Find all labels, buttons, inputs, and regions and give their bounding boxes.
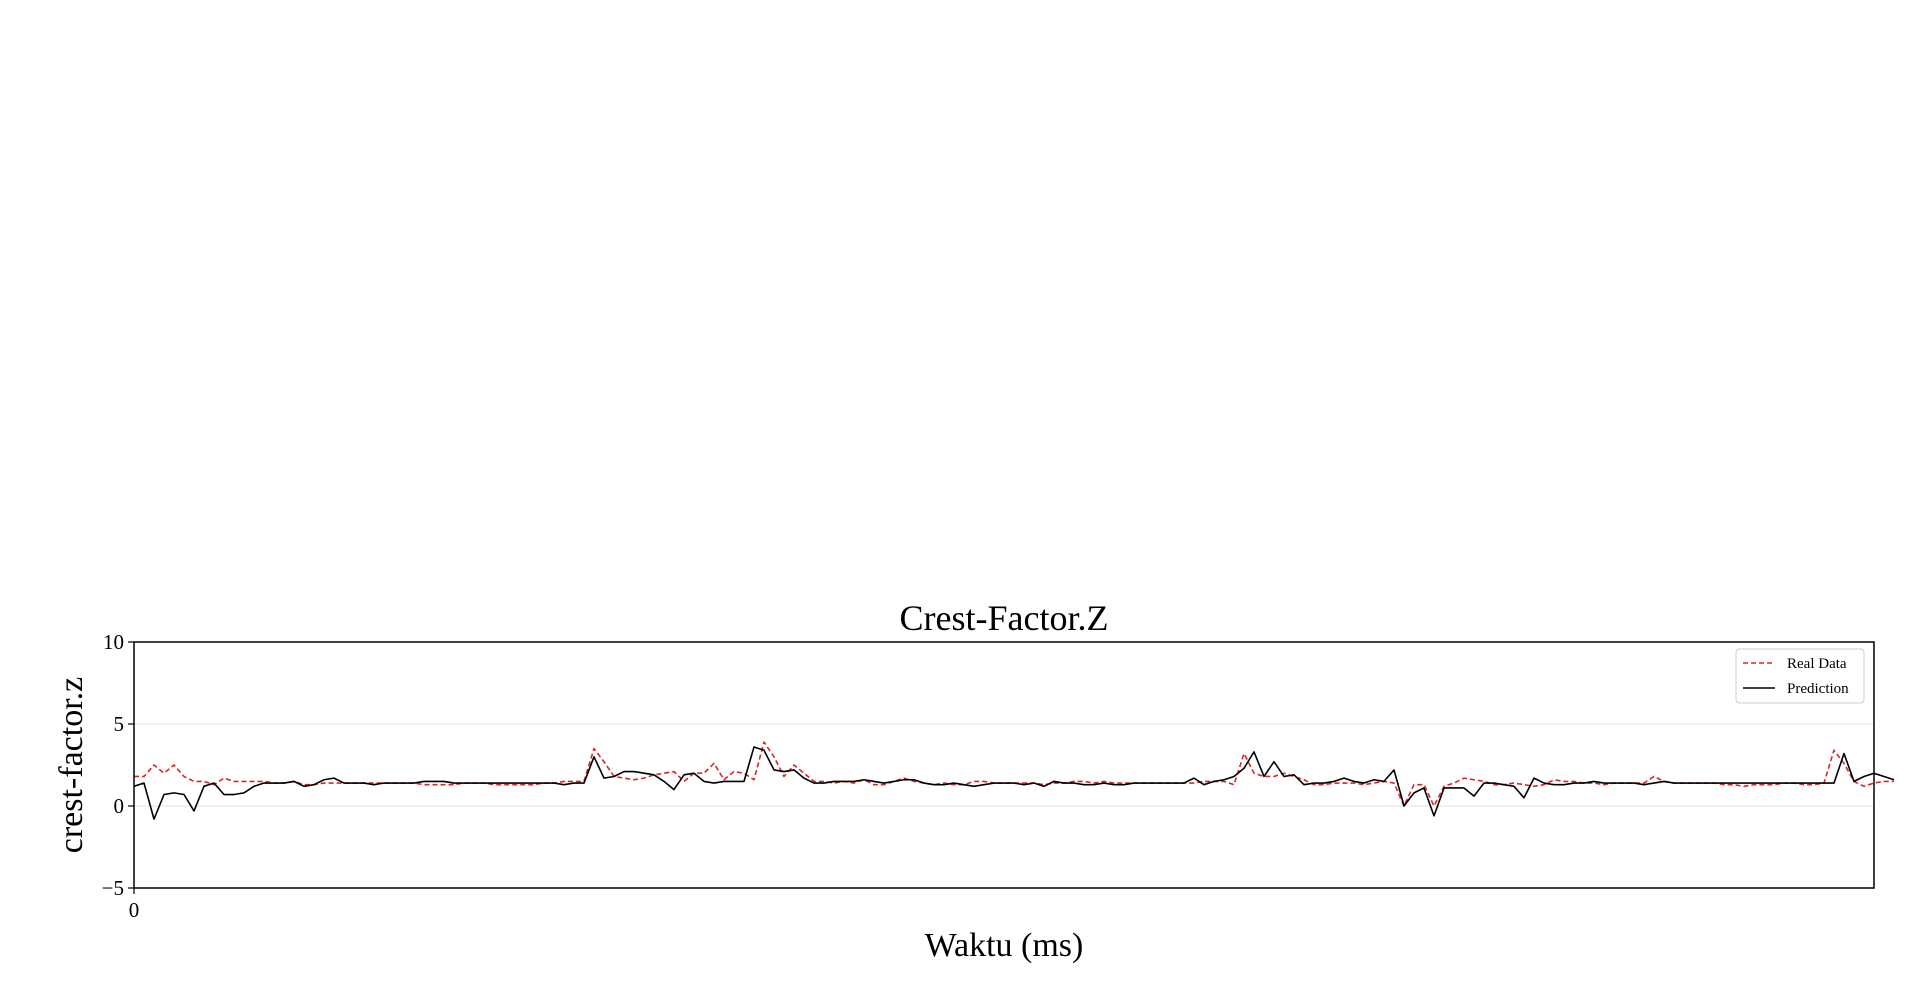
grid-lines (134, 723, 1874, 807)
y-tick-label: 10 (103, 630, 124, 654)
x-axis-label: Waktu (ms) (925, 927, 1084, 964)
legend-label-prediction: Prediction (1787, 681, 1849, 697)
y-axis-label: crest-factor.z (53, 677, 90, 854)
plot-area-frame (133, 641, 1875, 889)
y-tick-label: 0 (114, 794, 125, 818)
series-line-real-data (134, 741, 1894, 807)
y-tick-label: 5 (114, 712, 125, 736)
series-lines (133, 741, 1895, 820)
series-line-prediction (133, 746, 1895, 820)
x-tick-label: 0 (129, 898, 140, 922)
legend: Real Data Prediction (1735, 648, 1865, 704)
legend-label-real-data: Real Data (1787, 656, 1847, 672)
chart-title: Crest-Factor.Z (900, 598, 1109, 638)
y-tick-label: −5 (102, 876, 124, 900)
